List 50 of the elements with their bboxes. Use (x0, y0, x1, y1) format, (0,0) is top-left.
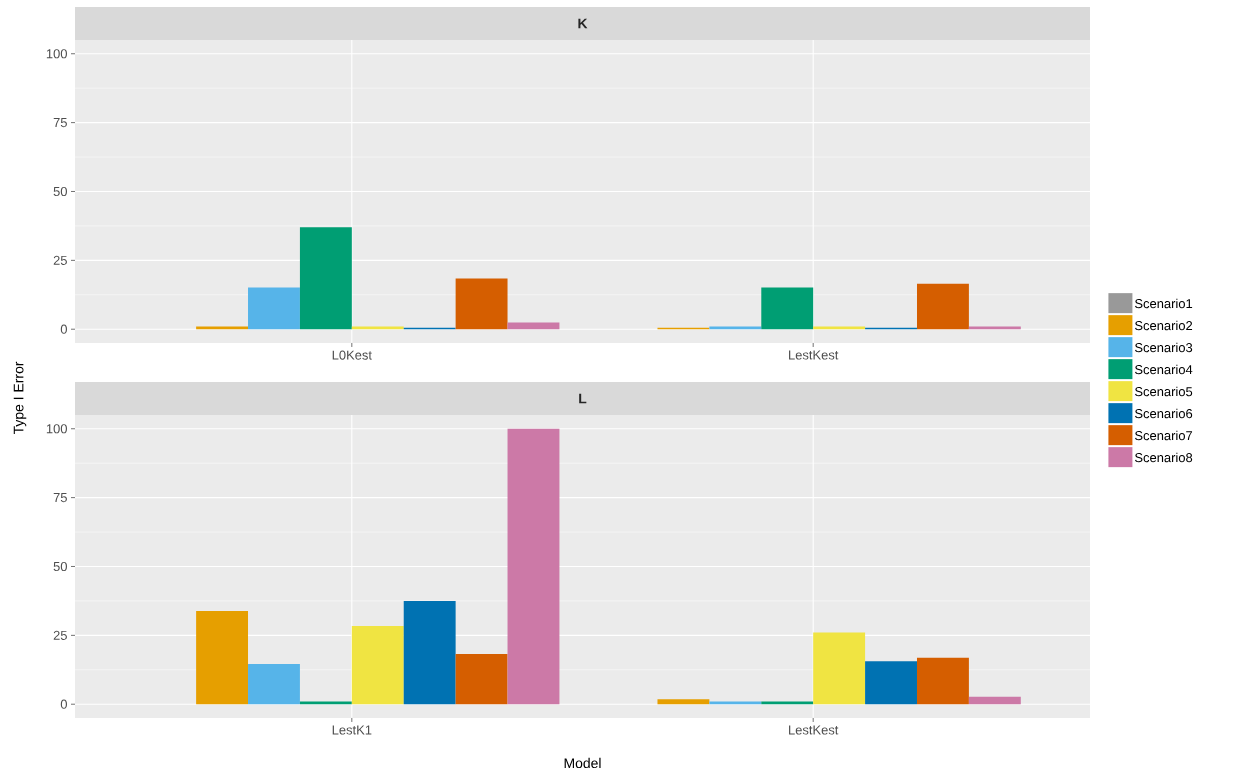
bar (657, 699, 710, 705)
legend-label: Scenario4 (1135, 364, 1193, 375)
bar (761, 287, 814, 330)
bar (761, 701, 814, 705)
bar (968, 696, 1021, 705)
legend-label: Scenario7 (1135, 430, 1193, 441)
y-tick-label: 100 (46, 49, 67, 59)
legend-label: Scenario3 (1135, 342, 1193, 353)
legend-label: Scenario1 (1135, 298, 1193, 309)
bar (917, 283, 969, 330)
y-tick-label: 75 (53, 493, 67, 503)
legend-label: Scenario8 (1135, 452, 1193, 463)
bar (403, 600, 456, 705)
y-tick-label: 75 (53, 118, 67, 128)
y-tick-label: 50 (53, 561, 67, 572)
x-tick-label: L0Kest (332, 350, 372, 360)
bar (299, 701, 352, 705)
chart-title: K (578, 18, 588, 29)
bar (865, 661, 917, 705)
chart-title: L (579, 393, 587, 404)
bar (968, 326, 1021, 330)
y-tick-label: 100 (46, 424, 67, 434)
x-tick-label: LestKest (789, 350, 839, 360)
bar (709, 326, 762, 330)
bar (507, 428, 560, 705)
bar (248, 287, 300, 330)
bar (455, 278, 508, 330)
legend-label: Scenario6 (1135, 408, 1193, 419)
y-tick-label: 25 (53, 630, 67, 640)
legend-label: Scenario2 (1135, 320, 1193, 331)
bar (351, 326, 404, 330)
bar (917, 657, 969, 705)
bar (196, 611, 249, 705)
bar (196, 326, 249, 330)
bar (299, 227, 352, 330)
y-tick-label: 50 (53, 186, 67, 197)
y-tick-label: 0 (60, 324, 67, 334)
x-tick-label: LestKest (789, 725, 839, 735)
bar (351, 625, 404, 705)
y-tick-label: 0 (60, 699, 67, 709)
y-axis-title: Type I Error (13, 361, 27, 435)
bar (248, 664, 300, 705)
legend-label: Scenario5 (1135, 386, 1193, 397)
bar (813, 632, 866, 705)
bar (813, 326, 866, 330)
y-tick-label: 25 (53, 255, 67, 265)
bar (455, 654, 508, 705)
x-tick-label: LestK1 (332, 725, 372, 735)
x-axis-title: Model (564, 757, 601, 769)
bar (709, 701, 762, 705)
